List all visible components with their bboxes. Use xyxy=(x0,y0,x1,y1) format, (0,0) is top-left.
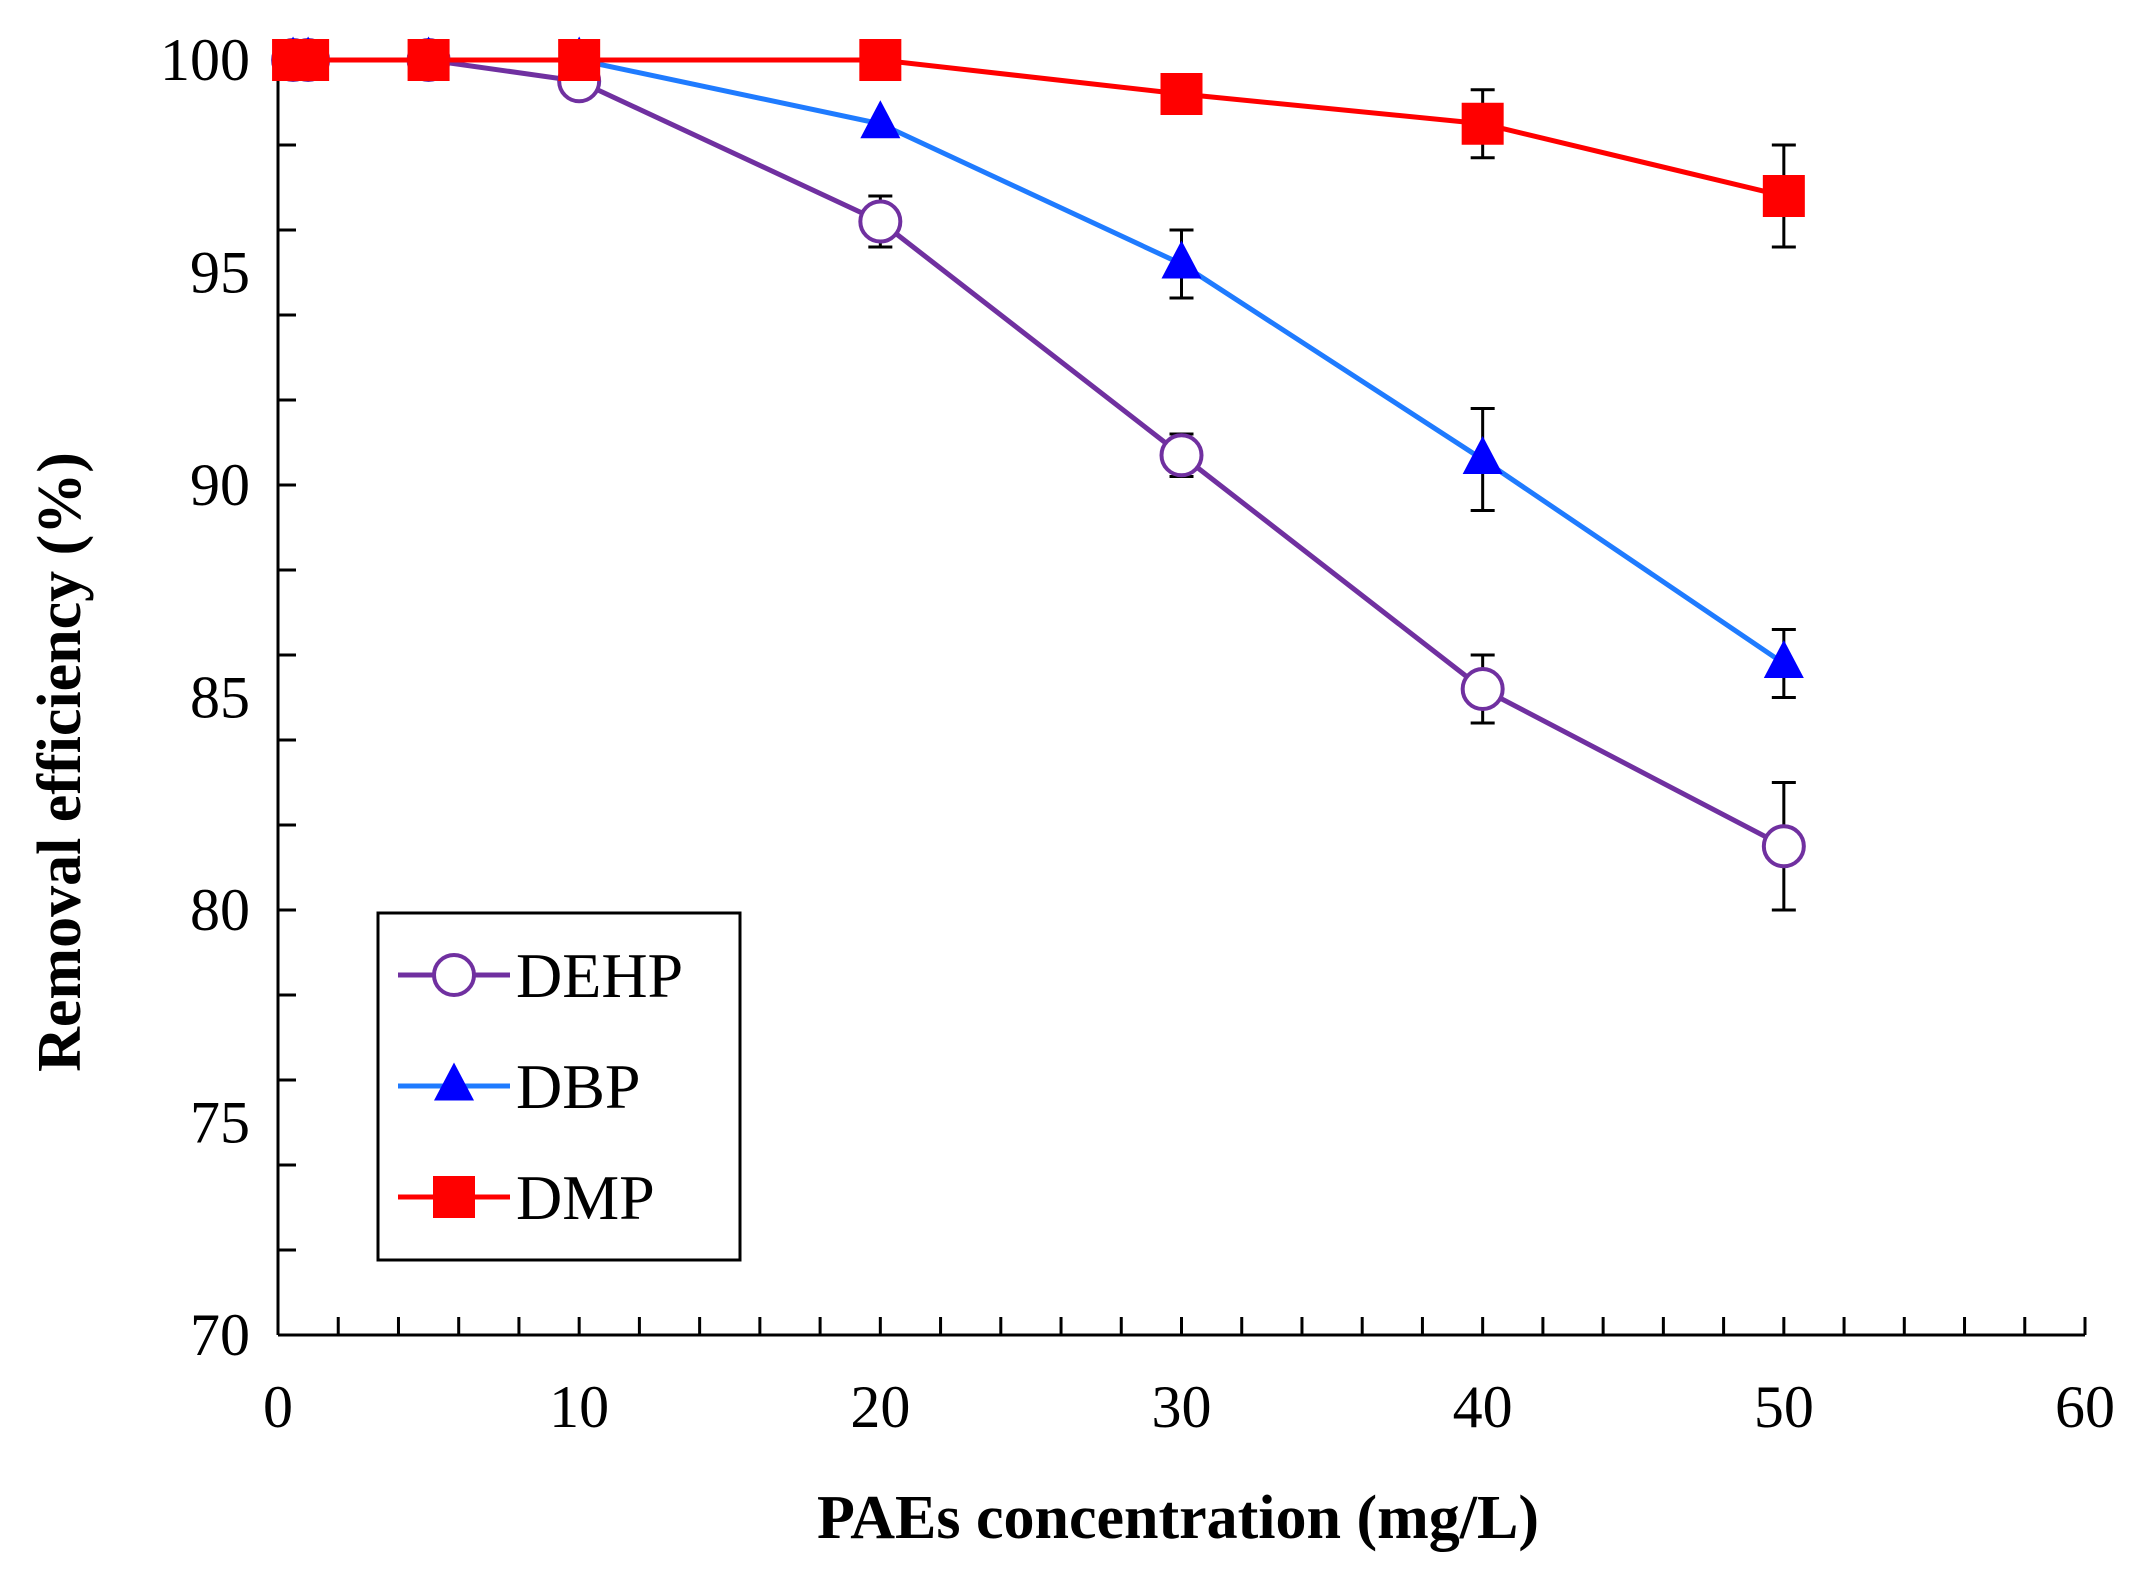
y-axis-label: Removal efficiency (%) xyxy=(26,452,94,1072)
x-tick-label: 0 xyxy=(263,1374,293,1440)
series-dmp xyxy=(272,39,1805,249)
data-point-dmp xyxy=(1762,175,1805,217)
x-axis-label: PAEs concentration (mg/L) xyxy=(817,1484,1539,1552)
legend: DEHP DBP DMP xyxy=(376,911,742,1262)
data-point-dbp xyxy=(1763,639,1804,678)
data-point-dbp xyxy=(1161,240,1202,279)
y-tick-label: 80 xyxy=(190,877,250,943)
axes: 0 10 20 30 40 50 60 70 75 80 85 90 95 100 xyxy=(160,27,2115,1440)
y-tick-label: 85 xyxy=(190,665,250,731)
x-tick-label: 50 xyxy=(1754,1374,1814,1440)
data-point-dbp xyxy=(860,100,901,139)
data-point-dehp xyxy=(1761,824,1806,869)
data-point-dmp xyxy=(1160,73,1203,115)
data-point-dbp xyxy=(1462,435,1503,474)
y-tick-label: 70 xyxy=(190,1302,250,1368)
x-tick-label: 30 xyxy=(1152,1374,1212,1440)
legend-label-dmp: DMP xyxy=(516,1162,655,1233)
x-tick-label: 60 xyxy=(2055,1374,2115,1440)
x-tick-label: 20 xyxy=(850,1374,910,1440)
y-tick-label: 75 xyxy=(190,1090,250,1156)
legend-marker-dehp xyxy=(432,953,476,997)
x-tick-label: 40 xyxy=(1453,1374,1513,1440)
series-dbp xyxy=(273,36,1804,699)
legend-item-dmp: DMP xyxy=(398,1162,655,1233)
series-dehp xyxy=(271,38,1806,912)
data-point-dehp xyxy=(1159,433,1204,478)
series-layer xyxy=(271,36,1806,912)
series-line-dbp xyxy=(293,57,1786,666)
y-tick-label: 90 xyxy=(190,452,250,518)
data-point-dmp xyxy=(407,39,450,81)
y-tick-label: 95 xyxy=(190,240,250,306)
data-point-dmp xyxy=(287,39,330,81)
legend-item-dehp: DEHP xyxy=(398,940,683,1011)
data-point-dehp xyxy=(858,199,903,244)
series-line-dmp xyxy=(293,57,1785,199)
legend-marker-dbp xyxy=(434,1062,474,1101)
legend-marker-dmp xyxy=(433,1176,475,1218)
series-line-dehp xyxy=(293,57,1785,849)
legend-label-dbp: DBP xyxy=(516,1051,641,1122)
data-point-dehp xyxy=(1460,667,1505,711)
legend-label-dehp: DEHP xyxy=(516,940,683,1011)
legend-item-dbp: DBP xyxy=(398,1051,641,1122)
data-point-dmp xyxy=(859,39,902,81)
data-point-dmp xyxy=(558,39,601,81)
data-point-dmp xyxy=(1461,102,1504,145)
x-tick-label: 10 xyxy=(549,1374,609,1440)
y-tick-label: 100 xyxy=(160,27,250,93)
